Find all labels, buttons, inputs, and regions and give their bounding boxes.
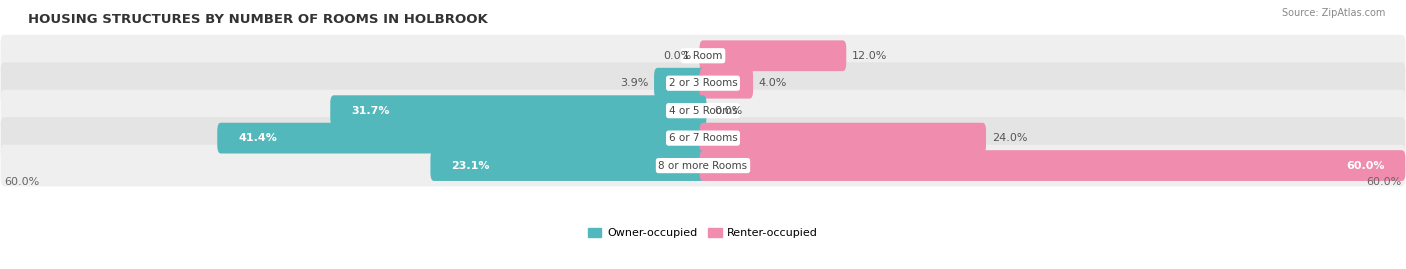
Text: 0.0%: 0.0% — [664, 51, 692, 61]
FancyBboxPatch shape — [0, 117, 1406, 159]
FancyBboxPatch shape — [218, 123, 706, 154]
Text: 23.1%: 23.1% — [451, 161, 489, 171]
Text: 24.0%: 24.0% — [991, 133, 1028, 143]
Text: 0.0%: 0.0% — [714, 106, 742, 116]
FancyBboxPatch shape — [700, 150, 1406, 181]
FancyBboxPatch shape — [430, 150, 706, 181]
FancyBboxPatch shape — [0, 62, 1406, 104]
FancyBboxPatch shape — [700, 123, 986, 154]
FancyBboxPatch shape — [654, 68, 706, 98]
FancyBboxPatch shape — [0, 145, 1406, 186]
FancyBboxPatch shape — [700, 40, 846, 71]
FancyBboxPatch shape — [0, 35, 1406, 77]
Legend: Owner-occupied, Renter-occupied: Owner-occupied, Renter-occupied — [583, 224, 823, 243]
Text: 1 Room: 1 Room — [683, 51, 723, 61]
FancyBboxPatch shape — [330, 95, 706, 126]
Text: 60.0%: 60.0% — [4, 177, 39, 187]
Text: 4 or 5 Rooms: 4 or 5 Rooms — [669, 106, 737, 116]
Text: Source: ZipAtlas.com: Source: ZipAtlas.com — [1281, 8, 1385, 18]
Text: 2 or 3 Rooms: 2 or 3 Rooms — [669, 78, 737, 88]
Text: HOUSING STRUCTURES BY NUMBER OF ROOMS IN HOLBROOK: HOUSING STRUCTURES BY NUMBER OF ROOMS IN… — [28, 13, 488, 26]
Text: 4.0%: 4.0% — [759, 78, 787, 88]
Text: 12.0%: 12.0% — [852, 51, 887, 61]
FancyBboxPatch shape — [0, 90, 1406, 132]
Text: 60.0%: 60.0% — [1346, 161, 1385, 171]
Text: 41.4%: 41.4% — [238, 133, 277, 143]
Text: 31.7%: 31.7% — [352, 106, 389, 116]
FancyBboxPatch shape — [700, 68, 754, 98]
Text: 60.0%: 60.0% — [1367, 177, 1402, 187]
Text: 6 or 7 Rooms: 6 or 7 Rooms — [669, 133, 737, 143]
Text: 3.9%: 3.9% — [620, 78, 648, 88]
Text: 8 or more Rooms: 8 or more Rooms — [658, 161, 748, 171]
